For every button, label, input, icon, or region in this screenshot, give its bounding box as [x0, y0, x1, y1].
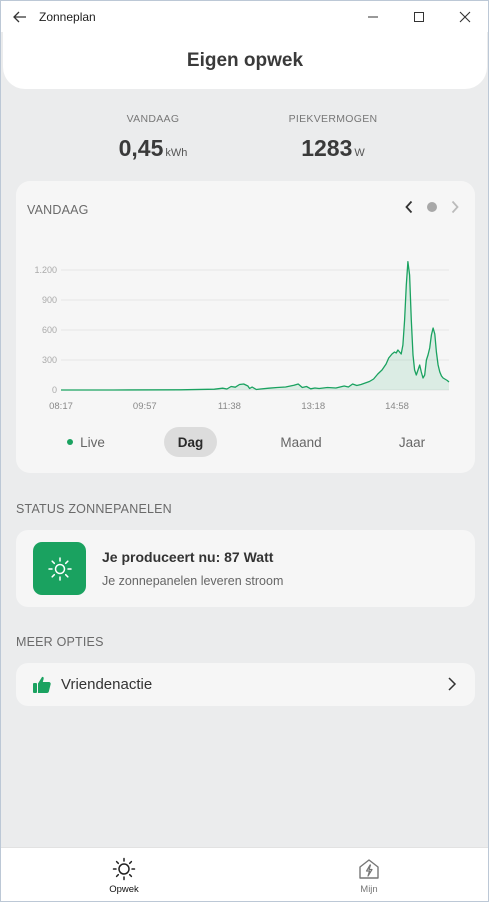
bottom-navigation: Opwek Mijn — [1, 847, 488, 901]
chart-title: VANDAAG — [27, 203, 89, 217]
maximize-icon — [414, 11, 424, 22]
sun-icon — [112, 857, 136, 880]
chevron-right-icon — [451, 200, 459, 214]
status-title: Je produceert nu: 87 Watt — [102, 549, 274, 565]
x-tick-label: 09:57 — [133, 401, 157, 412]
nav-opwek[interactable]: Opwek — [64, 848, 184, 901]
minimize-icon — [368, 16, 378, 17]
stat-today-value: 0,45 — [118, 135, 164, 161]
close-button[interactable] — [442, 1, 488, 32]
next-period-button[interactable] — [447, 199, 463, 215]
stat-today-value-row: 0,45 kWh — [73, 135, 233, 162]
sun-glyph — [47, 556, 72, 581]
tab-live-label: Live — [80, 434, 105, 450]
stat-today: VANDAAG 0,45 kWh — [73, 113, 233, 162]
window-title: Zonneplan — [39, 9, 96, 24]
y-tick-label: 1.200 — [34, 265, 57, 275]
stat-peak-value-row: 1283 W — [253, 135, 413, 162]
chevron-left-icon — [405, 200, 413, 214]
chart-card: 0 300 600 900 1.200 08:17 09:57 11:38 13:18 14:58… — [16, 181, 475, 473]
option-vriendenactie[interactable]: Vriendenactie — [16, 663, 475, 706]
tab-maand-label: Maand — [280, 434, 322, 450]
sun-icon — [33, 542, 86, 595]
y-tick-label: 900 — [42, 295, 57, 305]
window-controls — [350, 1, 488, 32]
title-bar: Zonneplan — [1, 1, 488, 32]
stat-peak-value: 1283 — [301, 135, 353, 161]
series-line — [61, 261, 450, 391]
tab-jaar-label: Jaar — [398, 434, 426, 450]
chart-navigation — [401, 199, 463, 215]
nav-mijn[interactable]: Mijn — [309, 848, 429, 901]
house-bolt-icon — [359, 858, 379, 879]
solar-status-card[interactable]: Je produceert nu: 87 Watt Je zonnepanele… — [16, 530, 475, 607]
stat-peak-unit: W — [354, 147, 365, 159]
x-tick-label: 14:58 — [385, 401, 409, 412]
page-title: Eigen opwek — [186, 49, 304, 71]
stat-peak: PIEKVERMOGEN 1283 W — [253, 113, 413, 162]
production-chart: 0 300 600 900 1.200 08:17 09:57 11:38 13:18 14:58 — [34, 261, 450, 412]
stat-today-unit: kWh — [165, 147, 188, 159]
maximize-button[interactable] — [396, 1, 442, 32]
previous-period-button[interactable] — [401, 199, 417, 215]
series-area — [61, 261, 449, 390]
x-tick-label: 11:38 — [218, 401, 241, 412]
chevron-right-icon — [448, 677, 457, 691]
nav-mijn-label: Mijn — [360, 883, 378, 895]
tab-dag-label: Dag — [177, 434, 204, 450]
nav-opwek-label: Opwek — [109, 883, 139, 895]
tab-live[interactable]: Live — [46, 427, 126, 457]
stat-today-label: VANDAAG — [126, 113, 180, 125]
tab-jaar[interactable]: Jaar — [381, 427, 443, 457]
y-tick-label: 0 — [52, 385, 57, 395]
back-button[interactable] — [1, 1, 39, 32]
x-tick-label: 08:17 — [49, 401, 73, 412]
option-vriendenactie-label: Vriendenactie — [61, 676, 153, 693]
tab-dag[interactable]: Dag — [164, 427, 217, 457]
status-section-label: STATUS ZONNEPANELEN — [16, 502, 172, 516]
live-indicator-dot — [67, 439, 74, 445]
close-icon — [459, 11, 471, 22]
tab-maand[interactable]: Maand — [266, 427, 336, 457]
period-tabs: Live Dag Maand Jaar — [16, 427, 475, 457]
page-header: Eigen opwek — [3, 32, 487, 89]
stat-peak-label: PIEKVERMOGEN — [288, 113, 378, 125]
options-section-label: MEER OPTIES — [16, 635, 104, 649]
minimize-button[interactable] — [350, 1, 396, 32]
y-tick-label: 300 — [42, 355, 57, 365]
back-arrow-icon — [13, 11, 26, 22]
x-tick-label: 13:18 — [301, 401, 325, 412]
y-tick-label: 600 — [42, 325, 57, 335]
today-dot-button[interactable] — [427, 202, 437, 212]
status-subtitle: Je zonnepanelen leveren stroom — [102, 574, 284, 588]
thumbs-up-icon — [33, 676, 51, 693]
